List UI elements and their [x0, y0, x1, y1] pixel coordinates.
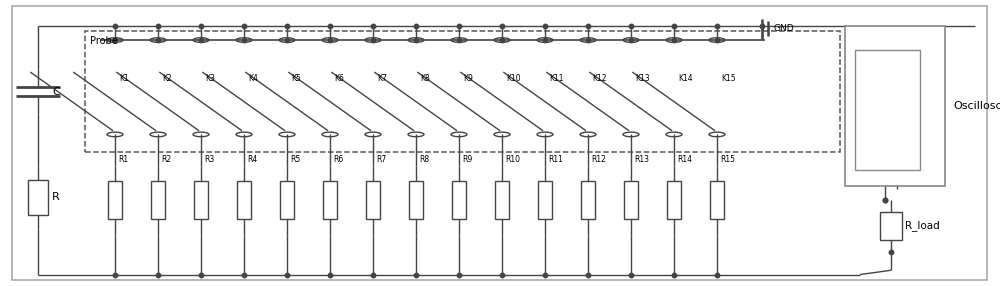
- Text: R1: R1: [118, 156, 128, 164]
- Text: R13: R13: [634, 156, 649, 164]
- Text: K10: K10: [506, 74, 521, 83]
- Bar: [538, 181, 552, 219]
- Text: K13: K13: [635, 74, 650, 83]
- Bar: [495, 181, 509, 219]
- Bar: [237, 181, 251, 219]
- Text: R4: R4: [247, 156, 257, 164]
- Text: K12: K12: [592, 74, 606, 83]
- Text: K5: K5: [291, 74, 301, 83]
- Bar: [624, 181, 638, 219]
- Text: K3: K3: [205, 74, 215, 83]
- Bar: [280, 181, 294, 219]
- Text: R2: R2: [161, 156, 171, 164]
- Bar: [366, 181, 380, 219]
- Bar: [880, 212, 902, 240]
- Bar: [151, 181, 165, 219]
- Bar: [581, 181, 595, 219]
- Text: K9: K9: [463, 74, 473, 83]
- Text: R6: R6: [333, 156, 343, 164]
- Text: R9: R9: [462, 156, 472, 164]
- Text: R8: R8: [419, 156, 429, 164]
- Text: R5: R5: [290, 156, 300, 164]
- Text: K7: K7: [377, 74, 387, 83]
- Bar: [85, 31, 840, 152]
- Text: C: C: [52, 87, 60, 96]
- Text: R10: R10: [505, 156, 520, 164]
- Bar: [108, 181, 122, 219]
- Bar: [409, 181, 423, 219]
- Text: K2: K2: [162, 74, 172, 83]
- Text: R: R: [52, 192, 60, 202]
- Text: K4: K4: [248, 74, 258, 83]
- Bar: [667, 181, 681, 219]
- Text: R11: R11: [548, 156, 563, 164]
- Text: Oscilloscope: Oscilloscope: [953, 101, 1000, 111]
- Bar: [710, 181, 724, 219]
- Text: R14: R14: [677, 156, 692, 164]
- Text: K14: K14: [678, 74, 693, 83]
- Text: R7: R7: [376, 156, 386, 164]
- Bar: [323, 181, 337, 219]
- Bar: [194, 181, 208, 219]
- Text: R3: R3: [204, 156, 214, 164]
- Bar: [845, 26, 945, 186]
- Text: R12: R12: [591, 156, 606, 164]
- Bar: [855, 50, 920, 170]
- Text: R_load: R_load: [905, 221, 940, 231]
- Text: K15: K15: [721, 74, 736, 83]
- Text: GND: GND: [774, 24, 795, 33]
- Bar: [452, 181, 466, 219]
- Text: R15: R15: [720, 156, 735, 164]
- Text: K1: K1: [119, 74, 129, 83]
- Text: K8: K8: [420, 74, 430, 83]
- Text: K11: K11: [549, 74, 564, 83]
- Text: Probe: Probe: [90, 36, 118, 46]
- Text: K6: K6: [334, 74, 344, 83]
- Bar: [28, 180, 48, 214]
